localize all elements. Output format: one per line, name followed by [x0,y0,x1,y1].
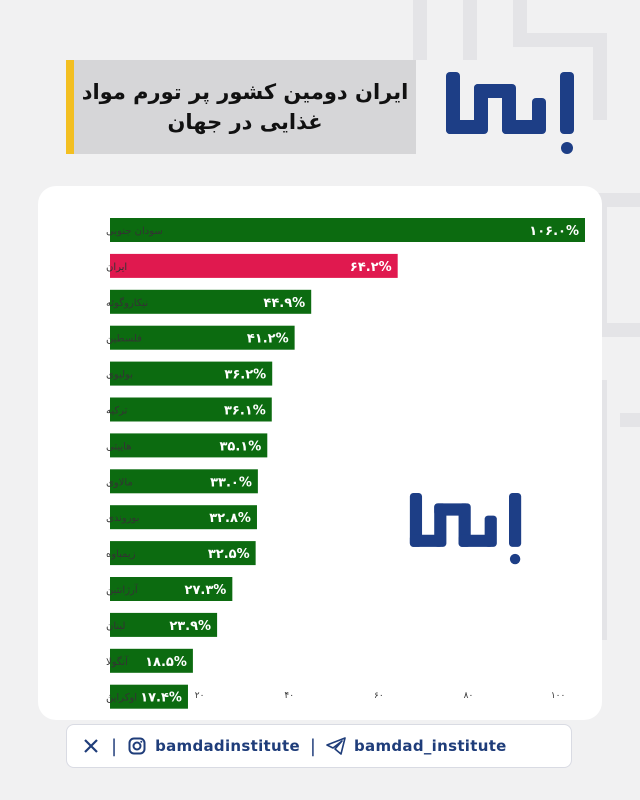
bamdad-logo [446,72,574,154]
x-tick-label: ۴۰ [284,691,294,701]
category-label: هاییتی [106,441,131,452]
x-tick-label: ۲۰ [195,691,205,701]
bar-12 [110,648,193,673]
category-label: اوکراین [106,693,137,704]
value-label: ۶۴.۲% [350,260,392,275]
telegram-icon[interactable] [326,736,346,756]
category-label: سودان جنوبی [106,226,163,237]
category-label: فلسطین [106,334,142,345]
bar-10 [110,577,233,601]
title-box: ایران دومین کشور پر تورم مواد غذایی در ج… [66,60,416,154]
value-label: ۱۷.۴% [140,691,182,706]
bar-4 [110,361,273,386]
x-tick-label: ۸۰ [464,691,474,701]
bar-6 [110,433,268,458]
category-label: نیکاروگوئه [106,297,148,309]
value-label: ۱۸.۵% [145,655,187,670]
x-tick-label: ۶۰ [374,691,384,701]
category-label: مالاوی [106,477,133,488]
category-label: بوروندی [106,513,139,524]
page-title-line-2: غذایی در جهان [167,110,323,134]
category-label: بولیوی [106,370,133,381]
separator: | [309,735,316,757]
value-label: ۳۵.۱% [220,439,262,454]
page-title-line-1: ایران دومین کشور پر تورم مواد [81,80,409,104]
value-label: ۴۱.۲% [247,332,289,347]
bar-11 [110,612,218,637]
category-label: زیمباوه [106,549,136,560]
value-label: ۴۴.۹% [263,296,305,311]
x-tick-label: ۰ [108,691,113,701]
category-label: ترکیه [106,406,128,417]
bar-5 [110,397,272,422]
value-label: ۳۶.۲% [224,368,266,383]
x-icon[interactable] [81,736,101,756]
x-tick-label: ۱۰۰ [551,691,566,701]
bar-3 [110,325,295,350]
bamdad-watermark-logo [409,492,522,565]
telegram-handle[interactable]: bamdad_institute [354,737,507,755]
social-footer: | bamdadinstitute | bamdad_institute [66,724,572,768]
category-label: آنگولا [106,655,129,668]
value-label: ۳۲.۵% [208,547,250,562]
bar-chart: سودان جنوبی ۱۰۶.۰% ایران ۶۴.۲% نیکاروگوئه ۴۴.… [106,218,585,709]
bar-0 [110,218,585,242]
category-label: آرژانتین [106,583,139,596]
bar-13 [110,684,188,709]
bar-2 [110,289,312,314]
value-label: ۱۰۶.۰% [529,224,579,239]
value-label: ۳۳.۰% [210,475,252,490]
category-label: ایران [106,262,127,273]
bar-9 [110,541,256,566]
value-label: ۲۳.۹% [169,619,211,634]
bar-8 [110,505,257,530]
instagram-icon[interactable] [127,736,147,756]
category-label: لبنان [106,621,125,632]
value-label: ۲۷.۳% [185,583,227,598]
bar-1 [110,253,398,278]
instagram-handle[interactable]: bamdadinstitute [155,737,300,755]
chart-card: سودان جنوبی ۱۰۶.۰% ایران ۶۴.۲% نیکاروگوئه ۴۴.… [38,186,602,720]
value-label: ۳۶.۱% [224,404,266,419]
bar-7 [110,469,258,494]
separator: | [111,735,118,757]
value-label: ۳۲.۸% [209,511,251,526]
